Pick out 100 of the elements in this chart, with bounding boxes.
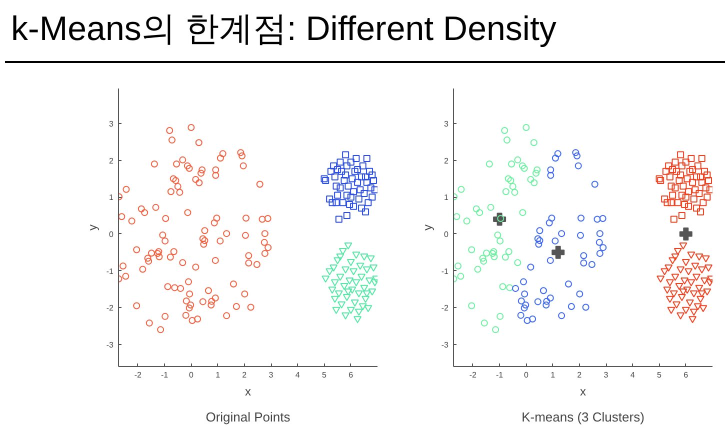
point — [679, 242, 688, 250]
point — [698, 178, 706, 186]
point — [679, 288, 688, 296]
point — [686, 168, 694, 175]
point — [362, 266, 371, 274]
point — [684, 268, 693, 276]
y-axis-title: y — [85, 224, 100, 230]
point — [496, 312, 504, 320]
point — [697, 208, 704, 216]
point — [496, 237, 504, 244]
point — [676, 266, 685, 274]
point — [700, 277, 709, 285]
point — [552, 246, 565, 259]
point — [676, 312, 685, 320]
point — [468, 246, 476, 254]
point — [527, 176, 534, 183]
point — [678, 162, 686, 170]
point — [677, 172, 684, 179]
point — [546, 256, 554, 264]
point — [339, 199, 346, 206]
point — [530, 139, 538, 146]
point — [330, 279, 339, 286]
point — [334, 257, 342, 264]
point — [705, 177, 712, 184]
y-tick-label: -1 — [441, 266, 450, 276]
point — [364, 305, 372, 312]
point — [689, 178, 696, 186]
point — [558, 230, 566, 238]
point — [682, 306, 690, 314]
point — [678, 212, 686, 220]
x-tick-label: 4 — [295, 370, 300, 380]
point — [700, 199, 707, 206]
point — [671, 274, 680, 281]
x-tick-label: 0 — [188, 370, 194, 380]
point — [669, 192, 676, 199]
point — [671, 254, 680, 261]
point — [354, 308, 363, 316]
point — [552, 237, 559, 244]
point — [487, 204, 494, 211]
point — [338, 168, 346, 175]
point — [594, 216, 601, 223]
point — [696, 190, 703, 197]
point — [356, 262, 364, 270]
point — [370, 177, 378, 184]
point — [684, 175, 691, 182]
y-tick-label: 1 — [109, 193, 114, 202]
point — [517, 312, 524, 319]
point — [678, 294, 686, 302]
point — [703, 288, 712, 296]
point — [476, 209, 484, 216]
point — [508, 160, 516, 168]
point — [364, 199, 372, 206]
point — [518, 297, 525, 304]
y-tick-label: 1 — [444, 193, 450, 202]
point — [504, 175, 512, 182]
point — [534, 166, 541, 174]
point — [687, 252, 696, 259]
point — [350, 268, 358, 276]
point — [682, 158, 690, 166]
point — [343, 162, 350, 170]
point — [576, 290, 584, 298]
point — [704, 264, 712, 272]
point — [354, 166, 362, 174]
point — [358, 303, 367, 310]
point — [342, 151, 350, 158]
point — [596, 238, 603, 246]
point — [358, 274, 366, 281]
point — [344, 242, 352, 250]
point — [596, 250, 604, 257]
point — [509, 182, 516, 190]
point — [524, 316, 531, 324]
text: Original Points — [206, 410, 291, 424]
point — [666, 173, 674, 180]
point — [458, 186, 465, 193]
point — [688, 154, 695, 162]
point — [704, 194, 711, 201]
point — [683, 286, 692, 294]
point — [338, 248, 347, 256]
point — [330, 162, 338, 170]
point — [588, 261, 596, 268]
point — [527, 264, 534, 271]
point — [511, 188, 518, 196]
point — [688, 316, 697, 324]
point — [663, 286, 672, 294]
point — [346, 259, 355, 266]
point — [701, 168, 708, 175]
point — [532, 170, 540, 177]
point — [681, 200, 688, 208]
x-tick-label: -1 — [496, 370, 504, 380]
point — [506, 284, 514, 292]
point — [664, 199, 671, 206]
x-tick-label: 4 — [630, 370, 636, 380]
point — [692, 186, 699, 194]
point — [698, 154, 706, 162]
point — [572, 149, 580, 156]
point — [454, 262, 462, 270]
point — [350, 202, 358, 210]
point — [552, 154, 559, 162]
point — [332, 199, 340, 206]
point — [346, 200, 354, 208]
